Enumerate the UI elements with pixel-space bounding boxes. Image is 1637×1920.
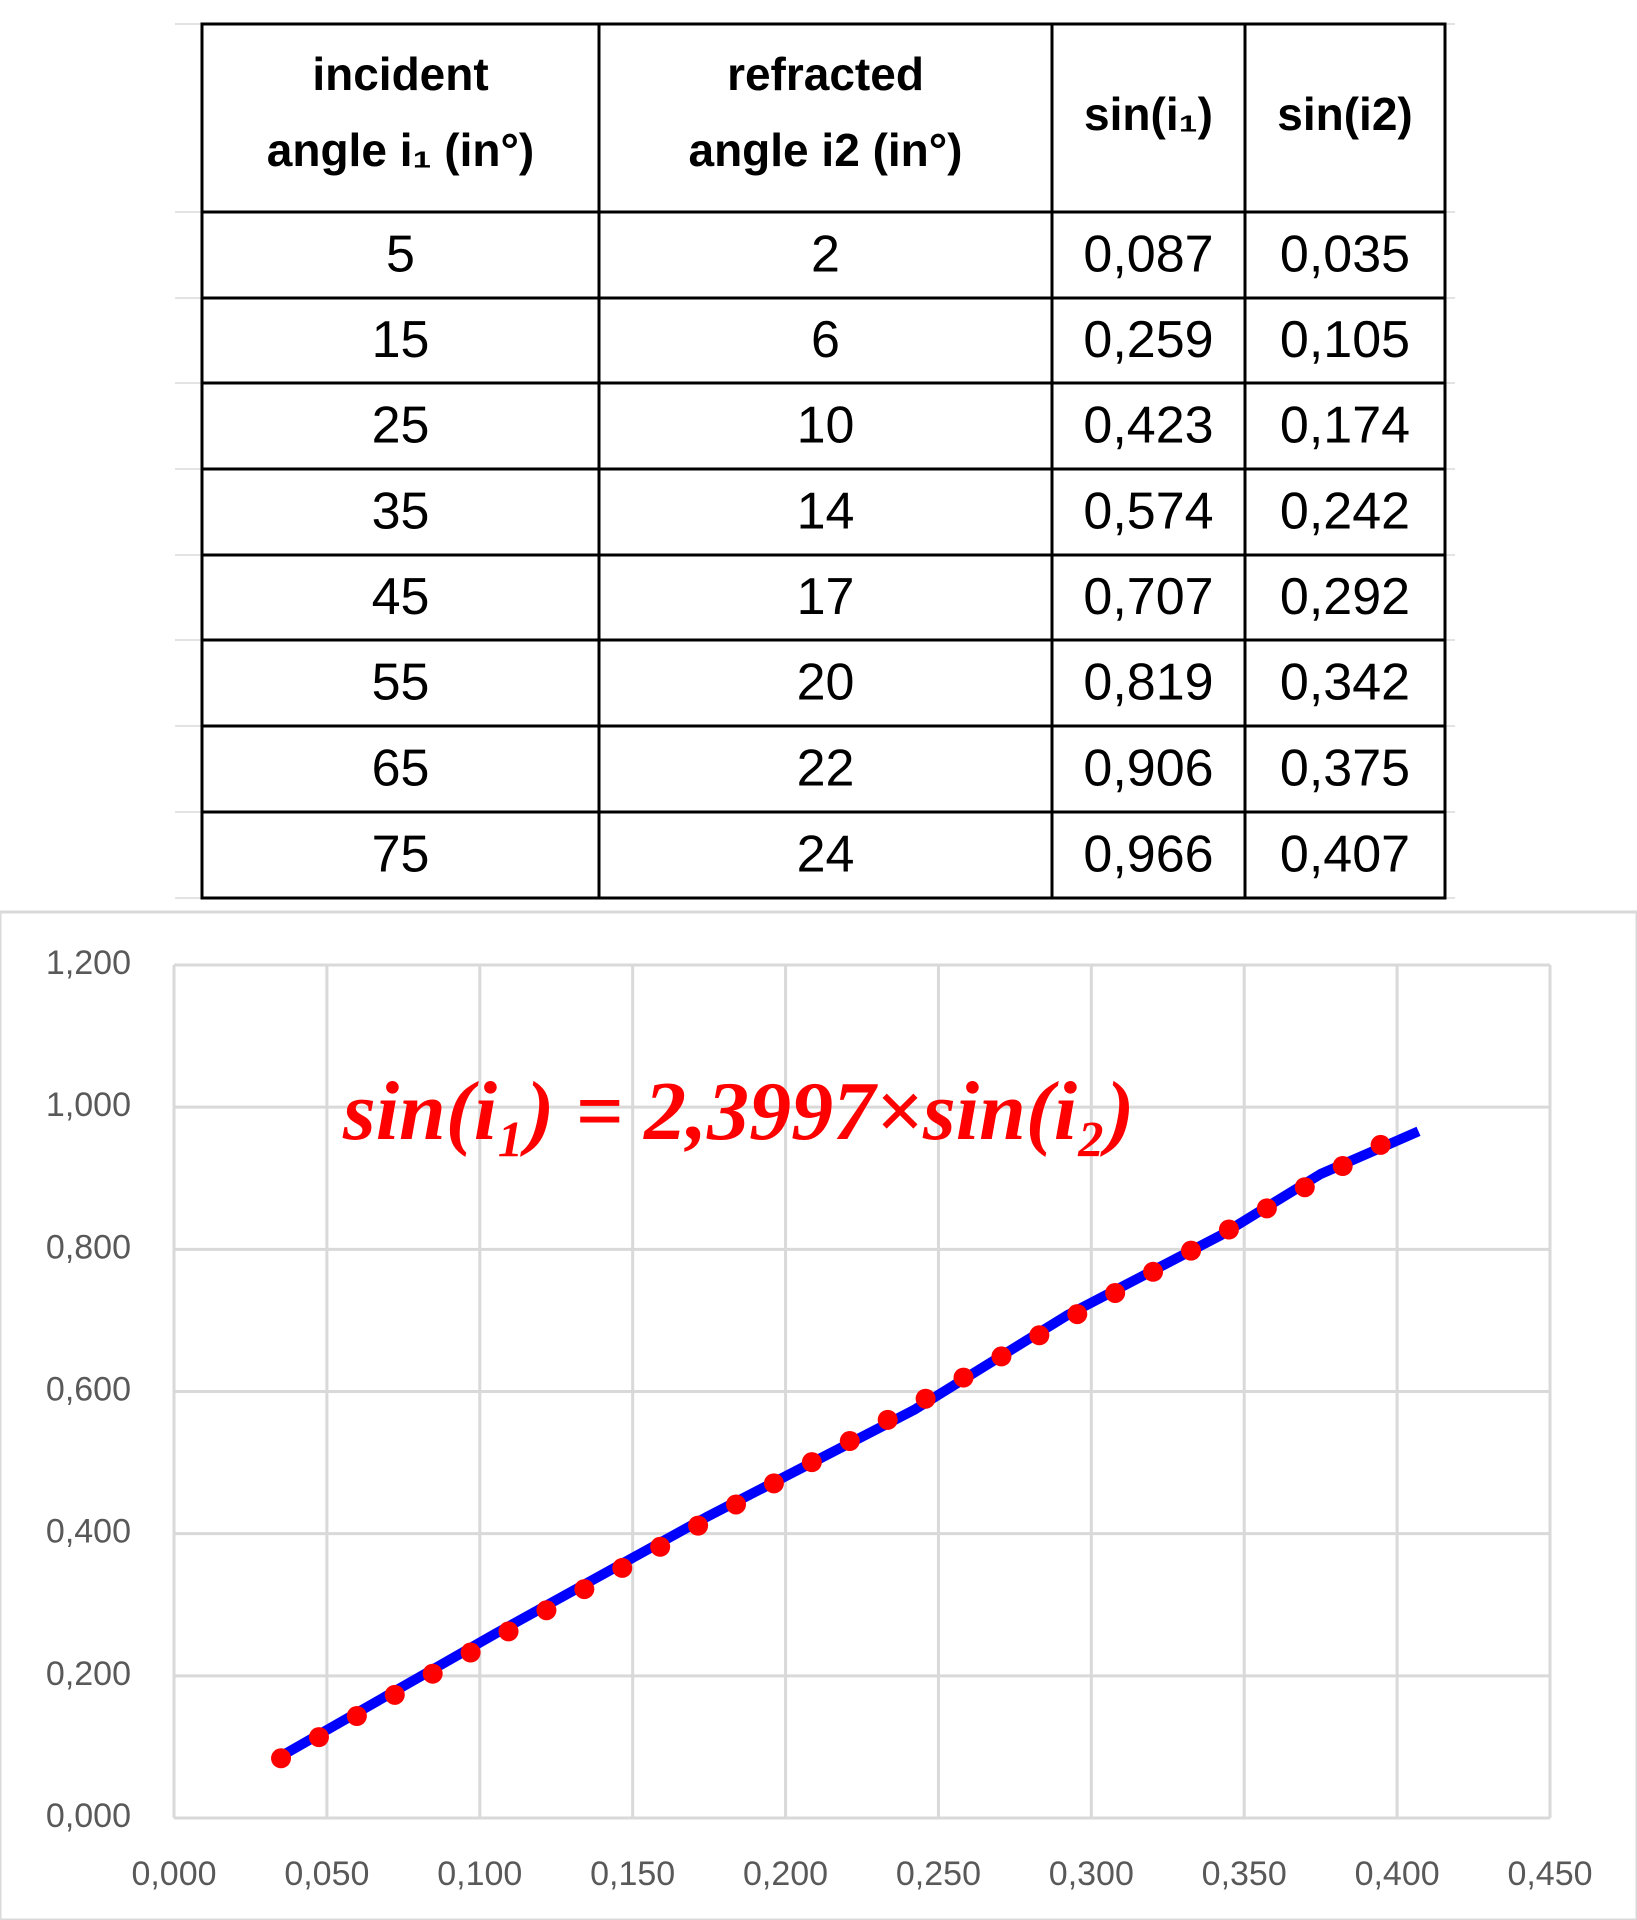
x-tick-label: 0,000 [131,1855,216,1893]
table-cell: 0,819 [1083,654,1213,712]
trendline-dot [498,1621,519,1642]
table-cell: 35 [372,483,430,541]
table-cell: 14 [797,483,855,541]
trendline-dot [536,1600,557,1621]
table-cell: 2 [811,226,840,284]
table-cell: 0,574 [1083,483,1213,541]
table-cell: 6 [811,311,840,369]
y-tick-label: 0,800 [46,1228,131,1266]
table-cell: 0,035 [1280,226,1410,284]
trendline-dot [574,1579,595,1600]
trendline-dot [1067,1304,1088,1325]
table-cell: 0,105 [1280,311,1410,369]
header-cell: sin(i2) [1277,88,1412,140]
table-cell: 24 [797,826,855,884]
y-tick-label: 0,600 [46,1370,131,1408]
header-cell: sin(i₁) [1084,88,1213,140]
trendline-dot [1294,1177,1315,1198]
trendline-dot [1181,1240,1202,1261]
trendline-dot [1332,1156,1353,1177]
trendline-dot [422,1663,443,1684]
trendline-dot [877,1409,898,1430]
x-tick-label: 0,100 [437,1855,522,1893]
trendline-dot [460,1642,481,1663]
trendline-dot [384,1684,405,1705]
table-cell: 0,087 [1083,226,1213,284]
trendline-dot [763,1473,784,1494]
x-tick-label: 0,200 [743,1855,828,1893]
table-cell: 25 [372,397,430,455]
trendline-dot [915,1388,936,1409]
header-cell: incident angle i₁ (in°) [267,48,534,176]
trendline-dot [991,1346,1012,1367]
annotation: sin(i₁) = 2,3997×sin(i₂) [342,1065,1134,1158]
table-cell: 20 [797,654,855,712]
y-tick-label: 1,000 [46,1086,131,1124]
y-tick-label: 1,200 [46,944,131,982]
table-cell: 45 [372,568,430,626]
table-cell: 0,292 [1280,568,1410,626]
table-cell: 0,375 [1280,740,1410,798]
trendline-dot [801,1452,822,1473]
trendline-dot [1029,1325,1050,1346]
trendline-dot [839,1431,860,1452]
table-cell: 15 [372,311,430,369]
table-cell: 22 [797,740,855,798]
trendline-dot [1256,1198,1277,1219]
trendline-dot [688,1515,709,1536]
table: incident angle i₁ (in°) refracted angle i2 … [175,22,1455,900]
y-tick-label: 0,200 [46,1655,131,1693]
trendline-dot [271,1748,292,1769]
chart: 0,000 0,200 0,400 0,600 0,800 1,000 1,200 0,000… [46,944,1593,1893]
trendline-dot [1218,1219,1239,1240]
x-tick-label: 0,150 [590,1855,675,1893]
table-cell: 55 [372,654,430,712]
table-cell: 0,174 [1280,397,1410,455]
trendline-dot [650,1536,671,1557]
table-cell: 65 [372,740,430,798]
table-cell: 0,259 [1083,311,1213,369]
table-cell: 10 [797,397,855,455]
table-cell: 0,906 [1083,740,1213,798]
table-cell: 0,423 [1083,397,1213,455]
trendline-dot [308,1727,329,1748]
table-cell: 75 [372,826,430,884]
x-tick-label: 0,450 [1507,1855,1592,1893]
x-tick-label: 0,250 [896,1855,981,1893]
table-cell: 17 [797,568,855,626]
trendline-dot [612,1557,633,1578]
x-tick-label: 0,300 [1049,1855,1134,1893]
trendline-dot [1143,1261,1164,1282]
trendline-dot [346,1705,367,1726]
table-cell: 0,242 [1280,483,1410,541]
trendline-dot [726,1494,747,1515]
header-cell: refracted angle i2 (in°) [689,48,963,176]
chart-area [0,910,1637,1920]
y-tick-label: 0,400 [46,1513,131,1551]
trendline-dot [1105,1282,1126,1303]
x-tick-label: 0,050 [284,1855,369,1893]
table-cell: 0,407 [1280,826,1410,884]
table-cell: 0,342 [1280,654,1410,712]
table-cell: 0,707 [1083,568,1213,626]
y-tick-label: 0,000 [46,1797,131,1835]
trendline-dot [953,1367,974,1388]
table-cell: 0,966 [1083,826,1213,884]
trendline-dot [1370,1134,1391,1155]
table-border [200,22,1447,900]
x-tick-label: 0,350 [1202,1855,1287,1893]
x-tick-label: 0,400 [1355,1855,1440,1893]
table-cell: 5 [386,226,415,284]
